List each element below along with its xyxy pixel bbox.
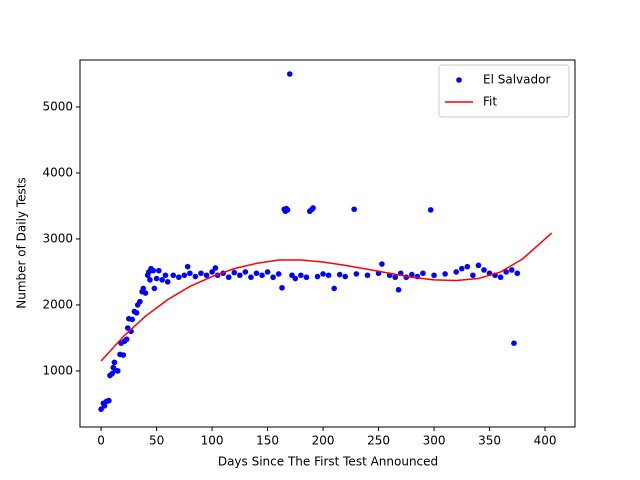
data-point bbox=[351, 206, 357, 213]
x-tick-label: 200 bbox=[312, 434, 335, 448]
x-tick-label: 50 bbox=[149, 434, 164, 448]
data-point bbox=[336, 271, 343, 278]
x-tick-label: 100 bbox=[201, 434, 224, 448]
data-point bbox=[111, 359, 118, 366]
data-point bbox=[427, 207, 434, 213]
data-point bbox=[420, 270, 426, 277]
data-point bbox=[481, 267, 487, 273]
data-point bbox=[187, 270, 193, 277]
legend-label: El Salvador bbox=[483, 73, 550, 87]
data-point bbox=[156, 267, 162, 274]
data-point bbox=[114, 368, 121, 374]
data-point bbox=[151, 285, 158, 292]
y-tick-label: 2000 bbox=[42, 297, 73, 311]
data-point bbox=[342, 273, 349, 280]
data-point bbox=[284, 207, 291, 213]
data-point bbox=[140, 285, 147, 292]
data-point bbox=[164, 279, 171, 285]
data-point bbox=[259, 272, 265, 279]
data-point bbox=[129, 316, 135, 323]
data-point bbox=[162, 272, 169, 279]
data-point bbox=[192, 273, 199, 280]
x-axis-label: Days Since The First Test Announced bbox=[218, 455, 438, 469]
data-point bbox=[331, 285, 337, 292]
data-point bbox=[270, 274, 276, 281]
x-tick-label: 0 bbox=[97, 434, 105, 448]
data-point bbox=[395, 286, 402, 293]
data-point bbox=[310, 205, 316, 211]
data-point bbox=[470, 272, 476, 279]
data-point bbox=[225, 274, 232, 281]
data-point bbox=[237, 272, 243, 279]
y-tick-label: 4000 bbox=[42, 165, 73, 179]
data-point bbox=[142, 290, 149, 296]
data-point bbox=[392, 274, 399, 281]
data-point bbox=[453, 269, 460, 275]
data-point bbox=[431, 272, 437, 279]
data-point bbox=[264, 269, 271, 275]
data-point bbox=[320, 271, 326, 277]
data-point bbox=[409, 271, 415, 278]
data-point bbox=[106, 397, 112, 404]
data-point bbox=[153, 275, 160, 282]
data-point bbox=[123, 336, 130, 343]
data-point bbox=[101, 403, 108, 409]
data-point bbox=[497, 274, 504, 281]
data-point bbox=[212, 265, 219, 271]
data-point bbox=[508, 267, 515, 273]
data-point bbox=[209, 269, 215, 275]
data-point bbox=[379, 261, 385, 267]
data-point bbox=[150, 267, 157, 274]
data-point bbox=[181, 272, 188, 279]
data-point bbox=[137, 298, 143, 305]
data-point bbox=[325, 272, 332, 279]
data-point bbox=[511, 340, 517, 347]
data-point bbox=[286, 71, 293, 77]
data-point bbox=[170, 272, 177, 279]
x-tick-label: 300 bbox=[423, 434, 446, 448]
y-tick-label: 5000 bbox=[42, 99, 73, 113]
legend-label: Fit bbox=[483, 95, 497, 109]
data-point bbox=[133, 310, 140, 316]
data-point bbox=[275, 271, 282, 277]
x-tick-label: 250 bbox=[367, 434, 390, 448]
data-point bbox=[184, 263, 191, 270]
x-tick-label: 350 bbox=[478, 434, 501, 448]
legend-box bbox=[438, 64, 570, 118]
data-point bbox=[503, 269, 509, 275]
data-point bbox=[242, 269, 249, 275]
data-point bbox=[248, 274, 254, 281]
y-tick-label: 1000 bbox=[42, 363, 73, 377]
data-point bbox=[364, 272, 371, 279]
data-point bbox=[292, 275, 299, 282]
data-point bbox=[314, 273, 321, 280]
data-point bbox=[159, 277, 165, 283]
data-point bbox=[458, 265, 465, 272]
data-point bbox=[175, 274, 182, 281]
x-tick-label: 400 bbox=[534, 434, 557, 448]
data-point bbox=[253, 270, 260, 277]
fit-line bbox=[100, 232, 553, 362]
x-tick-label: 150 bbox=[256, 434, 279, 448]
plot-frame bbox=[79, 59, 576, 428]
data-point bbox=[464, 263, 471, 270]
data-point bbox=[298, 272, 304, 279]
data-point bbox=[120, 352, 127, 358]
data-point bbox=[279, 284, 285, 291]
data-point bbox=[147, 277, 153, 283]
y-axis-label: Number of Daily Tests bbox=[15, 177, 29, 308]
y-tick-label: 3000 bbox=[42, 231, 73, 245]
data-point bbox=[353, 271, 360, 277]
legend-marker bbox=[456, 77, 462, 83]
data-point bbox=[442, 271, 448, 277]
data-point bbox=[475, 262, 482, 269]
data-point bbox=[303, 274, 310, 281]
data-point bbox=[231, 269, 238, 276]
data-point bbox=[514, 270, 521, 277]
data-point bbox=[203, 272, 210, 279]
data-point bbox=[198, 270, 204, 277]
